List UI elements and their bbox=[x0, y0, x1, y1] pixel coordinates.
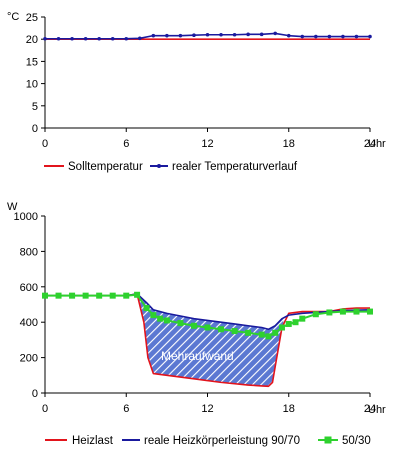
data-point-realer-temperaturverlauf bbox=[219, 32, 223, 37]
data-point-50-30 bbox=[157, 315, 164, 322]
data-point-50-30 bbox=[123, 292, 130, 299]
power-x-tick-label: 12 bbox=[201, 403, 213, 415]
data-point-50-30 bbox=[272, 329, 279, 336]
temperature-y-tick-label: 0 bbox=[32, 123, 38, 135]
data-point-50-30 bbox=[204, 324, 211, 331]
legend-marker-realer-temperaturverlauf bbox=[157, 164, 161, 168]
data-point-realer-temperaturverlauf bbox=[124, 36, 129, 41]
data-point-realer-temperaturverlauf bbox=[273, 31, 278, 36]
power-x-tick-label: 6 bbox=[123, 403, 129, 415]
data-point-realer-temperaturverlauf bbox=[341, 34, 345, 39]
data-point-50-30 bbox=[177, 320, 184, 327]
data-point-50-30 bbox=[134, 291, 141, 298]
data-point-50-30 bbox=[109, 292, 116, 299]
power-y-tick-label: 800 bbox=[20, 246, 38, 258]
temperature-x-tick-label: 24 bbox=[364, 138, 376, 150]
power-y-tick-label: 1000 bbox=[14, 211, 38, 223]
data-point-50-30 bbox=[339, 308, 346, 315]
legend-label-heizlast: Heizlast bbox=[72, 435, 114, 447]
legend-label-realer-temperaturverlauf: realer Temperaturverlauf bbox=[172, 161, 298, 173]
data-point-realer-temperaturverlauf bbox=[137, 36, 142, 41]
data-point-50-30 bbox=[231, 328, 238, 335]
data-point-50-30 bbox=[82, 292, 89, 299]
data-point-50-30 bbox=[96, 292, 103, 299]
temperature-y-tick-label: 20 bbox=[26, 34, 38, 46]
data-point-50-30 bbox=[353, 308, 360, 315]
data-point-realer-temperaturverlauf bbox=[97, 36, 101, 41]
data-point-realer-temperaturverlauf bbox=[286, 33, 291, 38]
temperature-legend: Solltemperatur realer Temperaturverlauf bbox=[44, 161, 298, 173]
data-point-realer-temperaturverlauf bbox=[70, 36, 74, 41]
temperature-y-tick-label: 5 bbox=[32, 101, 38, 113]
data-point-realer-temperaturverlauf bbox=[232, 32, 237, 37]
mehraufwand-annotation: Mehraufwand bbox=[161, 349, 234, 363]
data-point-50-30 bbox=[326, 309, 333, 316]
legend-label-heizkoerperleistung: reale Heizkörperleistung 90/70 bbox=[144, 435, 300, 447]
data-point-realer-temperaturverlauf bbox=[205, 32, 210, 37]
power-y-tick-label: 600 bbox=[20, 282, 38, 294]
data-point-50-30 bbox=[218, 326, 225, 333]
data-point-realer-temperaturverlauf bbox=[327, 34, 332, 39]
data-point-50-30 bbox=[292, 319, 299, 326]
data-point-50-30 bbox=[258, 331, 265, 338]
data-point-50-30 bbox=[285, 320, 292, 327]
power-x-tick-label: 0 bbox=[42, 403, 48, 415]
temperature-x-tick-label: 6 bbox=[123, 138, 129, 150]
data-point-realer-temperaturverlauf bbox=[178, 33, 183, 38]
data-point-50-30 bbox=[163, 317, 170, 324]
data-point-realer-temperaturverlauf bbox=[110, 36, 115, 41]
data-point-realer-temperaturverlauf bbox=[83, 36, 88, 41]
legend-label-50-30: 50/30 bbox=[342, 435, 371, 447]
data-point-50-30 bbox=[190, 322, 197, 329]
data-point-realer-temperaturverlauf bbox=[368, 34, 372, 39]
data-point-50-30 bbox=[265, 333, 272, 340]
power-y-tick-label: 200 bbox=[20, 353, 38, 365]
power-y-tick-label: 400 bbox=[20, 317, 38, 329]
data-point-50-30 bbox=[312, 311, 319, 318]
data-point-50-30 bbox=[143, 305, 150, 312]
series-line-reale-heizk-rperleistung-90-70 bbox=[45, 293, 371, 331]
temperature-chart: 0 5 10 15 20 25 0 6 12 18 24 °C Uhr Solltemperatu… bbox=[7, 11, 386, 173]
data-point-50-30 bbox=[278, 324, 285, 331]
data-point-50-30 bbox=[42, 292, 48, 299]
data-point-realer-temperaturverlauf bbox=[314, 34, 318, 39]
legend-marker-50-30 bbox=[324, 436, 332, 444]
data-point-50-30 bbox=[367, 308, 373, 315]
power-x-tick-label: 18 bbox=[283, 403, 295, 415]
data-point-realer-temperaturverlauf bbox=[151, 33, 156, 38]
data-point-realer-temperaturverlauf bbox=[246, 32, 250, 37]
data-point-50-30 bbox=[150, 312, 157, 319]
data-point-realer-temperaturverlauf bbox=[192, 33, 196, 38]
temperature-y-tick-label: 10 bbox=[26, 79, 38, 91]
legend-label-solltemperatur: Solltemperatur bbox=[68, 161, 143, 173]
data-point-realer-temperaturverlauf bbox=[300, 34, 305, 39]
data-point-realer-temperaturverlauf bbox=[354, 34, 359, 39]
power-x-unit: Uhr bbox=[368, 404, 386, 416]
data-point-realer-temperaturverlauf bbox=[56, 36, 61, 41]
temperature-x-unit: Uhr bbox=[368, 138, 386, 150]
temperature-x-tick-label: 12 bbox=[201, 138, 213, 150]
temperature-x-tick-label: 0 bbox=[42, 138, 48, 150]
data-point-50-30 bbox=[55, 292, 62, 299]
data-point-50-30 bbox=[245, 329, 252, 336]
data-point-50-30 bbox=[299, 315, 306, 322]
temperature-y-tick-label: 15 bbox=[26, 56, 38, 68]
data-point-realer-temperaturverlauf bbox=[43, 36, 47, 41]
power-chart: 0 200 400 600 800 1000 0 6 12 18 24 W Uhr Mehrauf… bbox=[7, 201, 386, 447]
temperature-y-unit: °C bbox=[7, 11, 19, 23]
power-x-tick-label: 24 bbox=[364, 403, 376, 415]
power-y-unit: W bbox=[7, 201, 18, 213]
temperature-y-tick-label: 25 bbox=[26, 12, 38, 24]
temperature-x-tick-label: 18 bbox=[283, 138, 295, 150]
data-point-realer-temperaturverlauf bbox=[165, 33, 169, 38]
power-legend: Heizlast reale Heizkörperleistung 90/70 … bbox=[45, 435, 371, 447]
data-point-realer-temperaturverlauf bbox=[259, 32, 264, 37]
mehraufwand-area bbox=[138, 295, 284, 387]
data-point-50-30 bbox=[69, 292, 76, 299]
power-y-tick-label: 0 bbox=[32, 388, 38, 400]
